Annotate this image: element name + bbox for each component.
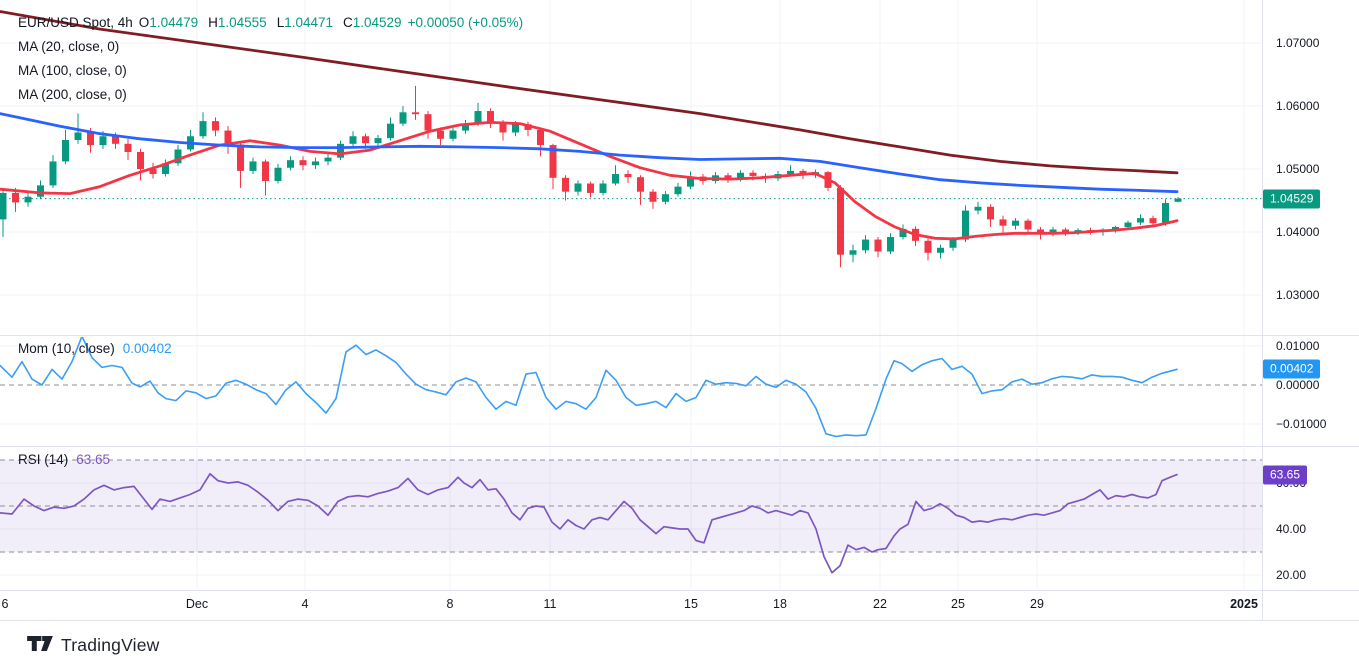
time-tick-label: 18 bbox=[773, 597, 787, 611]
price-axis[interactable] bbox=[1262, 0, 1359, 620]
momentum-legend[interactable]: Mom (10, close) 0.00402 bbox=[18, 341, 172, 356]
tradingview-icon bbox=[27, 635, 53, 651]
ma20-label: MA (20, close, 0) bbox=[18, 39, 120, 54]
ohlc-item: H1.04555 bbox=[208, 15, 267, 30]
rsi-legend[interactable]: RSI (14) 63.65 bbox=[18, 452, 110, 467]
axis-tick-label: 40.00 bbox=[1276, 522, 1307, 536]
ma200-legend-row[interactable]: MA (200, close, 0) bbox=[18, 83, 523, 107]
axis-tick-label: 1.07000 bbox=[1276, 36, 1320, 50]
symbol-title[interactable]: EUR/USD Spot, 4h bbox=[18, 15, 133, 30]
ma20-legend-row[interactable]: MA (20, close, 0) bbox=[18, 35, 523, 59]
time-tick-label: 2025 bbox=[1230, 597, 1258, 611]
time-tick-label: 8 bbox=[446, 597, 454, 611]
axis-tick-label: 1.06000 bbox=[1276, 99, 1320, 113]
ma100-legend-row[interactable]: MA (100, close, 0) bbox=[18, 59, 523, 83]
axis-tick-label: 0.00000 bbox=[1276, 378, 1320, 392]
ma200-label: MA (200, close, 0) bbox=[18, 87, 127, 102]
rsi-badge: 63.65 bbox=[1263, 465, 1308, 485]
axis-tick-label: 1.03000 bbox=[1276, 288, 1320, 302]
axis-tick-label: 0.01000 bbox=[1276, 339, 1320, 353]
ohlc-item: L1.04471 bbox=[276, 15, 334, 30]
time-tick-label: Dec bbox=[185, 597, 209, 611]
time-tick-label: 15 bbox=[684, 597, 698, 611]
rsi-label: RSI (14) bbox=[18, 452, 69, 467]
time-tick-label: 11 bbox=[543, 597, 557, 611]
time-tick-label: 22 bbox=[873, 597, 887, 611]
time-tick-label: 6 bbox=[1, 597, 9, 611]
chart-legend: EUR/USD Spot, 4h O1.04479 H1.04555 L1.0447… bbox=[18, 11, 523, 107]
time-tick-label: 29 bbox=[1030, 597, 1044, 611]
change-value: +0.00050 (+0.05%) bbox=[407, 15, 524, 30]
axis-tick-label: −0.01000 bbox=[1276, 417, 1327, 431]
price-badge: 1.04529 bbox=[1263, 189, 1321, 209]
ohlc-values: O1.04479 H1.04555 L1.04471 C1.04529 bbox=[139, 11, 402, 35]
rsi-value: 63.65 bbox=[76, 452, 111, 467]
symbol-legend-row[interactable]: EUR/USD Spot, 4h O1.04479 H1.04555 L1.0447… bbox=[18, 11, 523, 35]
axis-tick-label: 20.00 bbox=[1276, 568, 1307, 582]
tradingview-logo[interactable]: TradingView bbox=[27, 635, 160, 656]
momentum-value: 0.00402 bbox=[122, 341, 172, 356]
ohlc-item: C1.04529 bbox=[343, 15, 402, 30]
axis-tick-label: 1.05000 bbox=[1276, 162, 1320, 176]
axis-tick-label: 1.04000 bbox=[1276, 225, 1320, 239]
ma100-label: MA (100, close, 0) bbox=[18, 63, 127, 78]
momentum-label: Mom (10, close) bbox=[18, 341, 115, 356]
time-tick-label: 25 bbox=[951, 597, 965, 611]
time-tick-label: 4 bbox=[301, 597, 309, 611]
tradingview-logo-text: TradingView bbox=[61, 635, 160, 655]
ohlc-item: O1.04479 bbox=[138, 15, 199, 30]
mom-badge: 0.00402 bbox=[1263, 359, 1321, 379]
